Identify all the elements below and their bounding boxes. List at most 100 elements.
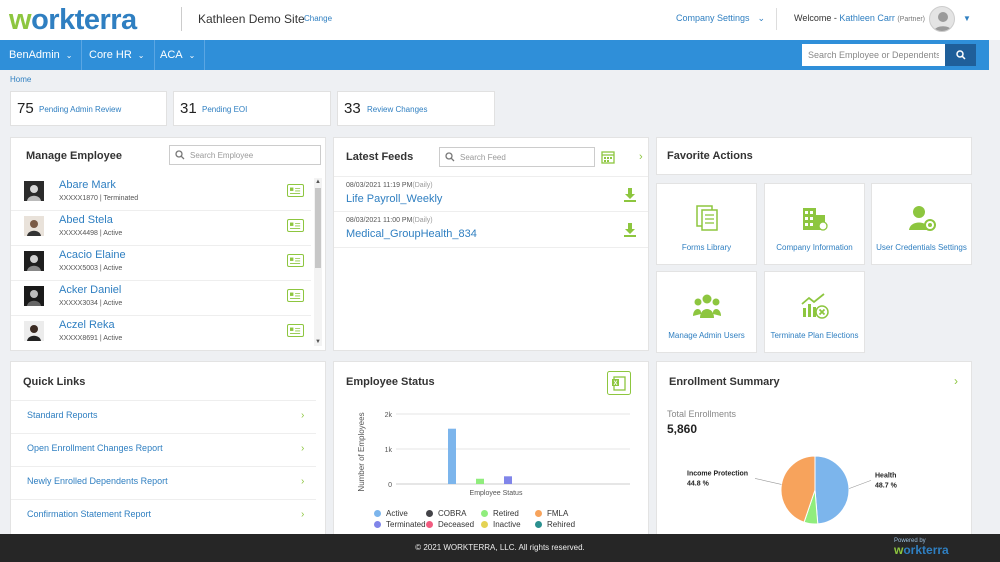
change-site-link[interactable]: Change (304, 14, 333, 23)
copyright-text: © 2021 WORKTERRA, LLC. All rights reserv… (415, 543, 585, 552)
powered-by-logo: Powered by workterra (894, 538, 949, 557)
id-card-icon[interactable] (287, 184, 304, 197)
stat-review-changes[interactable]: 33 Review Changes (337, 91, 495, 126)
scrollbar-thumb[interactable] (315, 188, 321, 268)
legend-item-terminated[interactable]: Terminated (374, 520, 426, 529)
chevron-right-icon[interactable]: › (954, 374, 958, 388)
pie-connector (848, 480, 872, 489)
stat-pending-eoi[interactable]: 31 Pending EOI (173, 91, 331, 126)
employee-name-link[interactable]: Abed Stela (59, 214, 113, 226)
scroll-down-icon[interactable]: ▼ (315, 339, 321, 345)
site-name: Kathleen Demo Site (181, 7, 305, 31)
chevron-right-icon[interactable]: › (639, 151, 643, 163)
favorite-actions-header: Favorite Actions (656, 137, 972, 175)
calendar-icon[interactable] (601, 150, 615, 164)
employee-name-link[interactable]: Acacio Elaine (59, 249, 126, 261)
search-feed-input[interactable] (460, 150, 580, 164)
quick-link-newly-enrolled-dependents[interactable]: Newly Enrolled Dependents Report › (11, 466, 316, 499)
id-card-icon[interactable] (287, 219, 304, 232)
legend-item-active[interactable]: Active (374, 509, 408, 518)
download-icon[interactable] (623, 222, 637, 238)
id-card-icon[interactable] (287, 324, 304, 337)
chevron-down-icon: ⌄ (65, 51, 73, 60)
company-settings-label: Company Settings (676, 13, 750, 23)
nav-benadmin[interactable]: BenAdmin ⌄ (0, 40, 83, 70)
company-settings-menu[interactable]: Company Settings ⌄ (676, 13, 765, 24)
welcome-text: Welcome - Kathleen Carr (Partner) (794, 13, 926, 23)
chevron-right-icon: › (301, 410, 305, 421)
search-employee-input[interactable] (190, 148, 310, 162)
manage-employee-panel: Manage Employee Abare Mark XXXXX1870 | T… (10, 137, 326, 351)
download-icon[interactable] (623, 187, 637, 203)
quick-link-open-enrollment-changes[interactable]: Open Enrollment Changes Report › (11, 433, 316, 466)
legend-dot (535, 510, 542, 517)
quick-link-standard-reports[interactable]: Standard Reports › (11, 400, 316, 433)
pie-label-name: Income Protection (687, 470, 748, 477)
excel-export-icon[interactable]: X (607, 371, 631, 395)
employee-search-input[interactable] (802, 44, 945, 66)
nav-core-hr[interactable]: Core HR ⌄ (80, 40, 155, 70)
bar-terminated[interactable] (504, 476, 512, 484)
employee-name-link[interactable]: Acker Daniel (59, 284, 122, 296)
employee-photo (24, 286, 44, 306)
quick-link-label[interactable]: Open Enrollment Changes Report (27, 443, 163, 453)
quick-link-label[interactable]: Newly Enrolled Dependents Report (27, 476, 168, 486)
employee-row[interactable]: Abed Stela XXXXX4498 | Active (11, 211, 311, 246)
employee-search-box (169, 145, 321, 165)
employee-row[interactable]: Abare Mark XXXXX1870 | Terminated (11, 176, 311, 211)
quick-link-label[interactable]: Standard Reports (27, 410, 98, 420)
id-card-icon[interactable] (287, 254, 304, 267)
legend-item-rehired[interactable]: Rehired (535, 520, 575, 529)
employee-photo (24, 321, 44, 341)
feed-row[interactable]: 08/03/2021 11:00 PM(Daily) Medical_Group… (334, 212, 648, 248)
legend-dot (374, 521, 381, 528)
fav-forms-library[interactable]: Forms Library (656, 183, 757, 265)
bar-active[interactable] (448, 428, 456, 484)
feed-row[interactable]: 08/03/2021 11:19 PM(Daily) Life Payroll_… (334, 176, 648, 212)
fav-manage-admin-users[interactable]: Manage Admin Users (656, 271, 757, 353)
employee-photo (24, 251, 44, 271)
stat-pending-admin-review[interactable]: 75 Pending Admin Review (10, 91, 167, 126)
search-button[interactable] (945, 44, 976, 66)
latest-feeds-title: Latest Feeds (346, 151, 414, 163)
quick-link-label[interactable]: Confirmation Statement Report (27, 509, 152, 519)
quick-link-confirmation-statement[interactable]: Confirmation Statement Report › (11, 499, 316, 532)
feed-name-link[interactable]: Life Payroll_Weekly (346, 193, 443, 205)
employee-list-scrollbar[interactable]: ▲ ▼ (314, 178, 322, 346)
employee-row[interactable]: Acker Daniel XXXXX3034 | Active (11, 281, 311, 316)
pie-label-value: 48.7 % (875, 482, 898, 489)
fav-terminate-plan-elections[interactable]: Terminate Plan Elections (764, 271, 865, 353)
employee-name-link[interactable]: Aczel Reka (59, 319, 115, 331)
fav-company-information[interactable]: Company Information (764, 183, 865, 265)
employee-name-link[interactable]: Abare Mark (59, 179, 116, 191)
employee-row[interactable]: Acacio Elaine XXXXX5003 | Active (11, 246, 311, 281)
favorite-actions-title: Favorite Actions (667, 150, 753, 162)
legend-item-cobra[interactable]: COBRA (426, 509, 466, 518)
employee-row[interactable]: Aczel Reka XXXXX8691 | Active (11, 316, 311, 350)
enrollment-summary-panel: Enrollment Summary › Total Enrollments 5… (656, 361, 972, 534)
pie-slice-health[interactable] (814, 455, 850, 525)
user-name-link[interactable]: Kathleen Carr (839, 13, 895, 23)
user-gear-icon (909, 206, 936, 231)
legend-item-fmla[interactable]: FMLA (535, 509, 568, 518)
workterra-logo[interactable]: workterra (9, 4, 137, 36)
legend-item-retired[interactable]: Retired (481, 509, 519, 518)
pie-slice-income-protection[interactable] (780, 455, 816, 523)
bar-retired[interactable] (476, 478, 484, 484)
legend-item-inactive[interactable]: Inactive (481, 520, 521, 529)
scroll-up-icon[interactable]: ▲ (315, 179, 321, 185)
employee-status-chart: Number of Employees Employee Status 0 1k 2… (357, 412, 630, 497)
footer: © 2021 WORKTERRA, LLC. All rights reserv… (0, 534, 1000, 562)
manage-employee-title: Manage Employee (26, 150, 122, 162)
breadcrumb-home[interactable]: Home (10, 75, 32, 84)
caret-down-icon[interactable]: ▼ (963, 14, 971, 23)
id-card-icon[interactable] (287, 289, 304, 302)
avatar[interactable] (929, 6, 955, 32)
legend-item-deceased[interactable]: Deceased (426, 520, 474, 529)
fav-user-credentials-settings[interactable]: User Credentials Settings (871, 183, 972, 265)
latest-feeds-panel: Latest Feeds › 08/03/2021 11:19 PM(Daily… (333, 137, 649, 351)
feed-name-link[interactable]: Medical_GroupHealth_834 (346, 228, 477, 240)
user-role: (Partner) (897, 16, 926, 23)
header-divider (776, 8, 777, 30)
nav-aca[interactable]: ACA ⌄ (151, 40, 206, 70)
